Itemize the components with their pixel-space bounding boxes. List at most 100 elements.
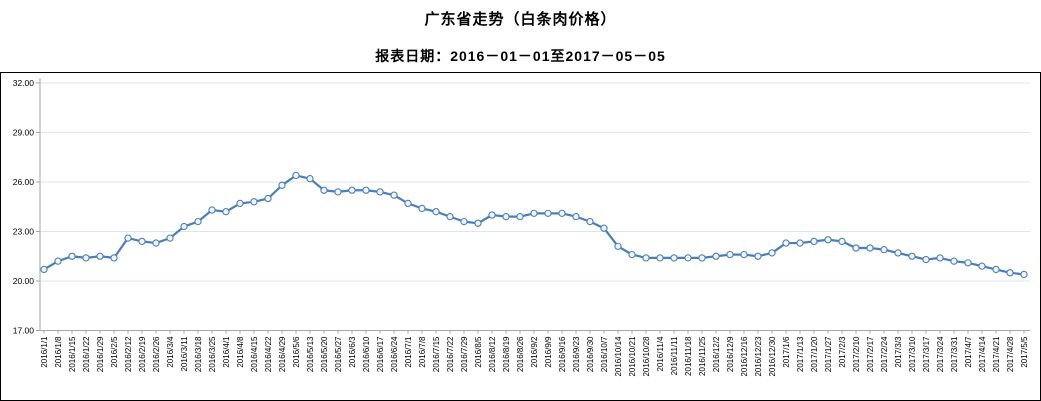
data-point-marker: [824, 236, 832, 244]
x-tick-label: 2016/2/12: [124, 336, 133, 372]
data-point-marker: [586, 217, 594, 226]
data-point-marker: [404, 199, 412, 208]
x-tick-label: 2016/1/15: [68, 336, 77, 372]
data-point-marker: [740, 250, 748, 259]
x-tick-label: 2017/3/24: [936, 336, 945, 372]
x-tick-label: 2016/8/12: [488, 336, 497, 372]
x-tick-label: 2016/4/29: [278, 336, 287, 372]
x-tick-label: 2017/1/13: [796, 336, 805, 372]
x-tick-label: 2016/10/14: [614, 336, 623, 377]
data-point-marker: [362, 186, 370, 194]
x-tick-label: 2016/3/18: [194, 336, 203, 372]
x-tick-label: 2016/7/29: [460, 336, 469, 372]
data-point-marker: [292, 171, 300, 180]
x-tick-label: 2016/9/30: [586, 336, 595, 372]
data-point-marker: [376, 188, 384, 196]
x-tick-label: 2016/3/25: [208, 336, 217, 372]
data-point-marker: [628, 250, 636, 259]
data-point-marker: [754, 252, 762, 260]
price-trend-line-chart: 17.00 20.00 23.00 26.00 29.00 32.00 2016/1/1 20…: [13, 78, 1030, 377]
x-tick-label: 2016/9/23: [572, 336, 581, 372]
y-tick-label: 29.00: [13, 128, 35, 138]
x-tick-label: 2016/10/7: [600, 336, 609, 372]
data-point-marker: [684, 254, 692, 262]
x-tick-label: 2016/5/6: [292, 336, 301, 368]
data-point-marker: [166, 234, 174, 242]
data-point-marker: [698, 254, 706, 262]
data-point-marker: [222, 208, 230, 216]
chart-title: 广东省走势（白条肉价格）: [424, 11, 617, 28]
x-tick-label: 2016/4/15: [250, 336, 259, 372]
chart-frame: 17.00 20.00 23.00 26.00 29.00 32.00 2016/1/1 20…: [0, 72, 1041, 401]
x-tick-label: 2016/12/23: [754, 336, 763, 377]
data-point-marker: [922, 255, 930, 264]
data-point-marker: [670, 254, 678, 262]
x-tick-label: 2016/6/10: [362, 336, 371, 372]
data-point-marker: [768, 249, 776, 257]
x-tick-label: 2016/8/19: [502, 336, 511, 372]
y-tick-label: 32.00: [13, 78, 35, 88]
x-tick-label: 2016/12/9: [726, 336, 735, 372]
x-tick-label: 2016/4/1: [222, 336, 231, 368]
data-point-marker: [600, 224, 608, 232]
x-tick-label: 2016/12/16: [740, 336, 749, 377]
data-point-marker: [516, 212, 524, 221]
data-point-marker: [250, 198, 258, 206]
x-tick-label: 2017/2/10: [852, 336, 861, 372]
data-point-marker: [544, 209, 552, 217]
x-tick-label: 2017/3/3: [894, 336, 903, 368]
data-point-marker: [992, 265, 1000, 274]
x-tick-label: 2016/10/21: [628, 336, 637, 377]
x-tick-label: 2016/2/19: [138, 336, 147, 372]
data-point-marker: [390, 191, 398, 199]
data-point-marker: [68, 252, 76, 260]
data-point-marker: [894, 249, 902, 257]
data-point-marker: [656, 254, 664, 262]
x-tick-label: 2017/3/10: [908, 336, 917, 372]
data-point-marker: [124, 234, 132, 242]
data-point-marker: [502, 212, 510, 221]
x-tick-label: 2016/7/15: [432, 336, 441, 372]
x-tick-label: 2017/4/14: [978, 336, 987, 372]
x-tick-label: 2016/11/18: [684, 336, 693, 376]
report-date-range: 报表日期：2016－01－01至2017－05－05: [375, 48, 666, 64]
data-point-marker: [866, 244, 874, 252]
x-tick-label: 2016/6/24: [390, 336, 399, 372]
x-tick-label: 2016/12/2: [712, 336, 721, 372]
data-point-marker: [642, 254, 650, 262]
data-point-marker: [852, 244, 860, 252]
x-tick-label: 2016/1/22: [82, 336, 91, 372]
x-tick-label: 2017/2/3: [838, 336, 847, 368]
data-point-marker: [488, 211, 496, 219]
data-point-marker: [180, 222, 188, 231]
data-point-marker: [208, 206, 216, 214]
x-tick-label: 2016/9/16: [558, 336, 567, 372]
x-tick-label: 2017/3/31: [950, 336, 959, 372]
data-point-marker: [530, 209, 538, 217]
x-tick-label: 2016/1/29: [96, 336, 105, 372]
data-point-marker: [460, 217, 468, 226]
data-point-marker: [880, 245, 888, 254]
data-point-marker: [54, 257, 62, 265]
x-tick-label: 2016/1/1: [40, 336, 49, 368]
x-tick-label: 2016/3/11: [180, 336, 189, 372]
data-point-marker: [96, 252, 104, 260]
x-tick-label: 2016/4/22: [264, 336, 273, 372]
x-tick-label: 2016/2/26: [152, 336, 161, 372]
data-point-marker: [950, 257, 958, 265]
data-point-marker: [726, 250, 734, 259]
x-tick-label: 2016/8/5: [474, 336, 483, 368]
x-tick-label: 2016/5/20: [320, 336, 329, 372]
y-tick-label: 17.00: [13, 326, 35, 336]
data-point-marker: [194, 217, 202, 226]
x-tick-label: 2017/2/24: [880, 336, 889, 372]
data-point-marker: [1006, 269, 1014, 277]
data-point-marker: [40, 265, 48, 274]
data-point-marker: [964, 259, 972, 267]
data-point-marker: [908, 252, 916, 260]
x-tick-label: 2017/3/17: [922, 336, 931, 372]
data-point-marker: [572, 212, 580, 221]
data-point-marker: [278, 181, 286, 189]
x-tick-label: 2016/6/17: [376, 336, 385, 372]
